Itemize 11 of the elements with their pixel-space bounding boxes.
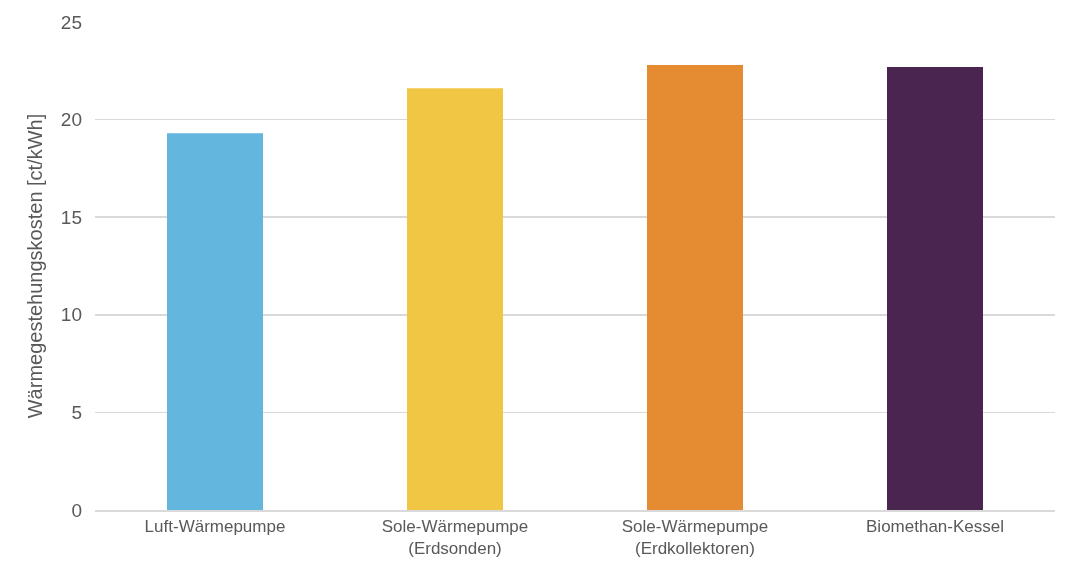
y-axis-title: Wärmegestehungskosten [ct/kWh] <box>24 113 47 419</box>
x-tick-label: Sole-Wärmepumpe (Erdsonden) <box>381 516 529 558</box>
y-tick-label: 10 <box>60 304 82 326</box>
x-tick-label: Biomethan-Kessel <box>866 516 1004 536</box>
y-tick-label: 0 <box>71 499 82 521</box>
y-tick-label: 20 <box>60 109 82 131</box>
x-tick-label: Sole-Wärmepumpe (Erdkollektoren) <box>621 516 769 558</box>
y-tick-label: 15 <box>60 206 82 228</box>
y-tick-label: 25 <box>60 11 82 33</box>
y-tick-label: 5 <box>71 402 82 424</box>
x-tick-label: Luft-Wärmepumpe <box>144 516 286 536</box>
